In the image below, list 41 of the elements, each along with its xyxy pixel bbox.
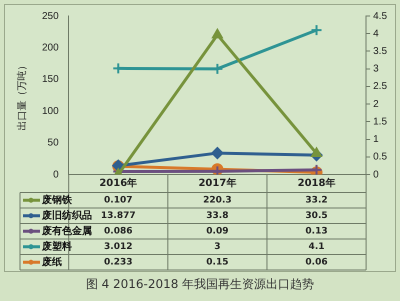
y-tick-label: 200 [42,42,60,54]
x-tick-label: 2016年 [99,177,138,190]
y2-tick-label: 1 [373,134,380,146]
data-label: 220.3 [203,196,232,206]
y2-tick-label: 4 [373,28,380,40]
x-tick-label: 2018年 [298,177,336,190]
y-tick-label: 250 [42,10,60,22]
y-tick-label: 50 [48,138,60,149]
text: 图 4 2016-2018 年我国再生资源出口趋势 [84,276,316,293]
data-label: 3.012 [104,242,132,252]
data-label: 4.1 [308,242,325,252]
y2-tick-label: 3.5 [373,46,388,57]
data-label: 13.877 [100,211,136,222]
x-tick-label: 2017年 [198,177,236,190]
legend-label: 废塑料 [41,240,72,252]
data-label: 0.15 [206,258,228,268]
y2-tick-label: 3 [373,64,380,75]
legend-label: 废旧纺织品 [41,209,92,222]
y2-tick-label: 1.5 [373,116,388,128]
y2-tick-label: 2.5 [373,81,388,92]
data-label: 30.5 [305,211,328,222]
y2-tick-label: 0 [373,169,380,180]
legend-label: 废钢铁 [41,194,73,206]
y-tick-label: 150 [42,74,60,86]
y2-tick-label: 4.5 [373,10,388,22]
data-label: 0.06 [305,258,328,268]
data-label: 0.09 [206,226,228,237]
data-label: 33.2 [305,196,328,206]
y-axis-title: 出口量（万吨） [16,60,28,130]
y-tick-label: 100 [42,106,60,117]
data-label: 0.13 [305,226,328,237]
y2-tick-label: 2 [373,98,380,110]
legend-label: 废有色金属 [41,224,92,237]
data-label: 0.086 [104,226,132,237]
data-label: 33.8 [206,211,228,222]
y2-tick-label: 0.5 [373,152,388,163]
data-label: 0.107 [104,196,132,206]
data-label: 0.233 [104,258,132,268]
y-tick-label: 0 [53,169,60,180]
legend-label: 废纸 [41,256,62,268]
data-label: 3 [214,242,221,252]
